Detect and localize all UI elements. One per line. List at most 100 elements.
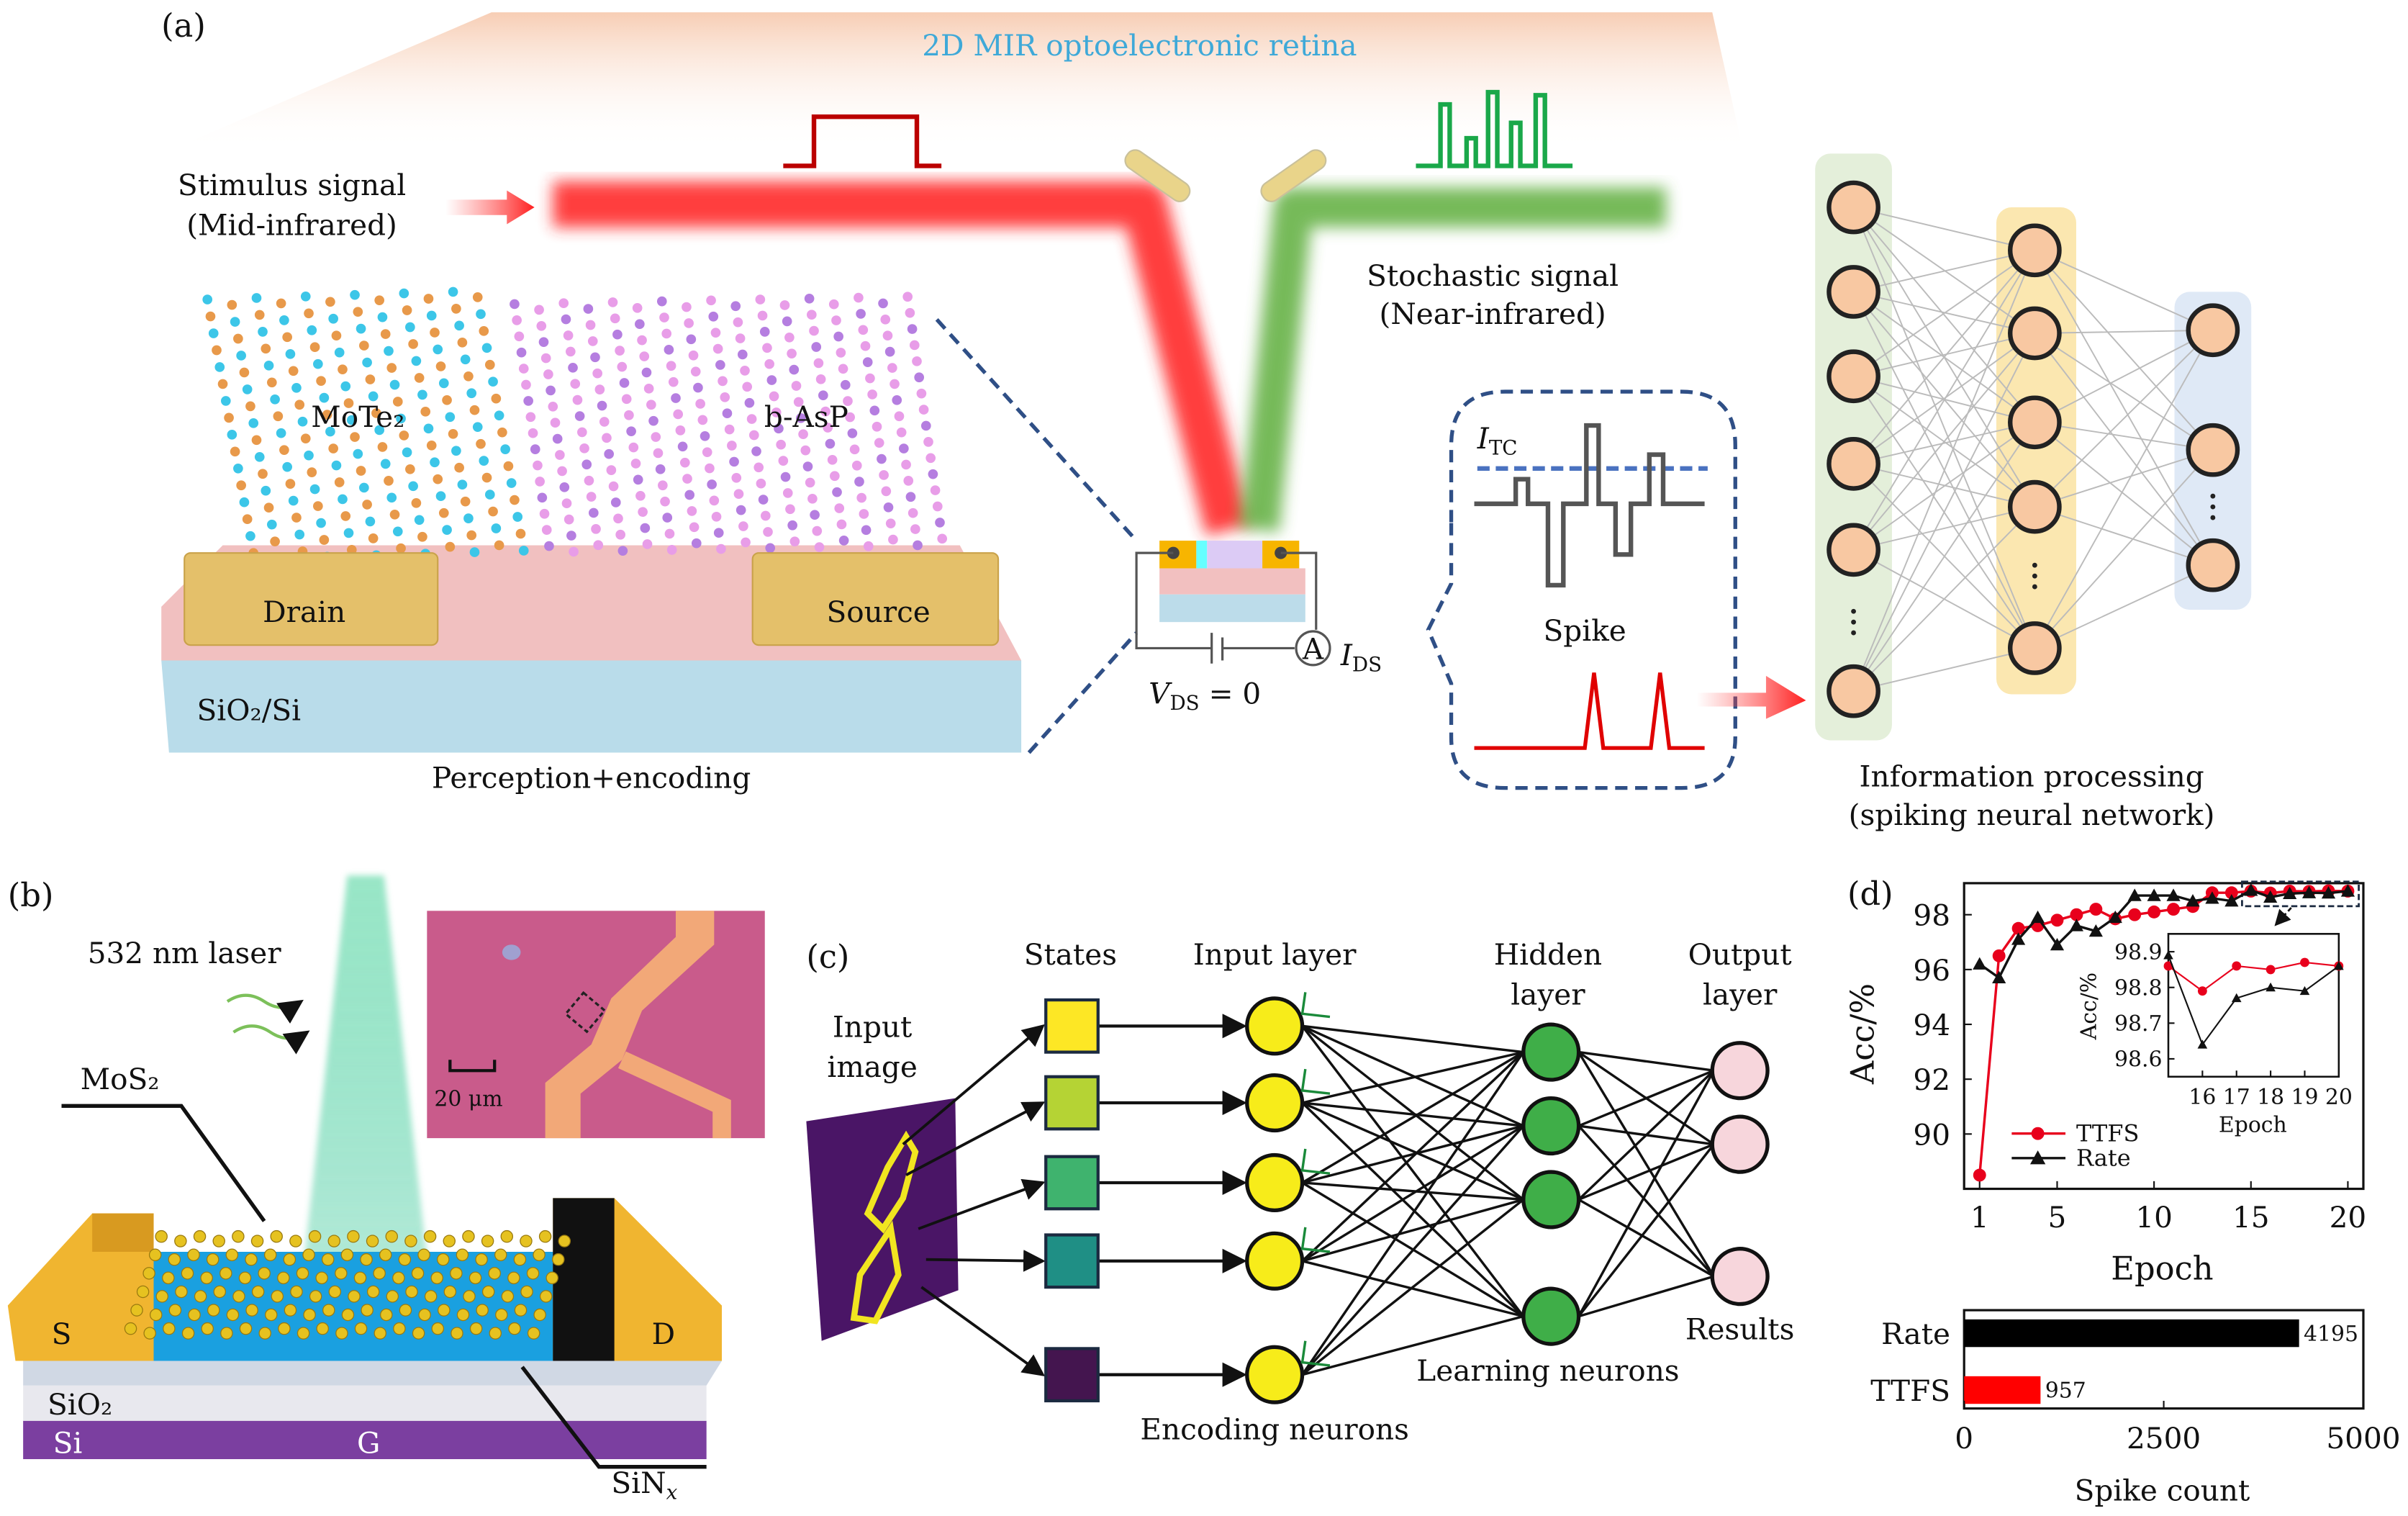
atom	[586, 492, 597, 502]
atom	[559, 482, 570, 492]
atom	[813, 358, 824, 369]
panel-label-a: (a)	[161, 6, 206, 45]
atom	[810, 510, 820, 520]
atom	[590, 352, 600, 363]
atom	[271, 1290, 284, 1303]
atom	[279, 445, 289, 456]
atom	[366, 1285, 380, 1299]
atom	[742, 382, 753, 392]
atom	[265, 1308, 278, 1322]
vds-label: VDS = 0	[1149, 676, 1261, 715]
atom	[684, 489, 695, 500]
atom	[574, 411, 585, 421]
atom	[242, 514, 253, 525]
synapse-line	[1852, 250, 2036, 692]
rate-point	[2127, 888, 2142, 901]
atom	[426, 440, 437, 451]
atom	[552, 433, 563, 444]
atom	[443, 1235, 456, 1247]
atom	[856, 492, 867, 503]
atom	[396, 413, 406, 424]
atom	[359, 340, 369, 351]
atom	[484, 359, 495, 370]
rate-point	[1992, 970, 2006, 983]
atom	[568, 362, 578, 373]
atom	[420, 407, 431, 417]
atom	[546, 1271, 558, 1285]
atom	[251, 293, 262, 303]
atom	[481, 1285, 495, 1299]
rate-point	[1973, 957, 1987, 970]
stimulus-sublabel: (Mid-infrared)	[186, 207, 397, 242]
atom	[805, 477, 815, 488]
atom	[494, 410, 504, 421]
atom	[720, 392, 730, 402]
atom	[637, 335, 647, 346]
atom	[818, 390, 828, 401]
atom	[205, 311, 216, 322]
atom	[417, 1248, 430, 1262]
atom	[392, 526, 403, 537]
laser-wave-icon	[226, 993, 304, 1024]
atom	[581, 459, 592, 470]
atom	[373, 1267, 386, 1280]
mote2-label: MoTe₂	[311, 400, 404, 434]
atom	[494, 1248, 507, 1262]
atom	[712, 343, 723, 354]
atom	[843, 396, 853, 406]
atom	[639, 351, 650, 361]
rate-point	[2321, 886, 2336, 899]
atom	[469, 1322, 483, 1335]
atom	[356, 323, 366, 334]
synapse-line	[1852, 250, 2036, 465]
atom	[430, 1271, 443, 1285]
spike-train	[1474, 672, 1705, 750]
panel-b: (b) 532 nm laser 20 μm MoS₂ S	[7, 875, 765, 1504]
atom	[288, 495, 299, 506]
atom	[162, 1271, 175, 1285]
atom	[405, 464, 415, 474]
synapse-line	[1853, 250, 2035, 377]
connection-line	[1301, 1025, 1525, 1317]
atom	[212, 345, 222, 356]
bar-category-ttfs: TTFS	[1870, 1373, 1950, 1408]
atom	[881, 486, 892, 497]
atom	[659, 312, 669, 322]
connection-line	[1301, 1024, 1524, 1201]
atom	[776, 439, 786, 450]
atom	[778, 456, 789, 466]
atom	[460, 354, 471, 365]
atom	[379, 1248, 392, 1262]
atom	[550, 418, 561, 428]
atom	[643, 384, 654, 394]
atom	[514, 1304, 528, 1317]
atom	[491, 393, 502, 404]
atom	[402, 447, 412, 458]
atom	[350, 432, 360, 442]
atom	[396, 543, 406, 554]
atom	[769, 391, 779, 402]
drain-electrode	[184, 552, 439, 646]
atom	[380, 459, 391, 469]
atom	[869, 405, 880, 416]
atom	[563, 330, 574, 340]
atom	[448, 428, 458, 439]
atom	[860, 340, 871, 351]
atom	[328, 1285, 342, 1299]
atom	[334, 477, 345, 487]
atom	[604, 448, 615, 459]
atom	[617, 546, 628, 556]
atom	[814, 542, 825, 552]
atom	[679, 457, 690, 468]
atom	[510, 495, 520, 505]
atom	[661, 328, 672, 339]
atom	[353, 307, 363, 317]
ellipsis-dot	[1851, 630, 1856, 636]
gate-label: G	[357, 1426, 380, 1461]
atom	[540, 353, 551, 364]
atom	[858, 325, 869, 335]
atom	[845, 412, 856, 423]
atom	[136, 1285, 150, 1299]
results-label: Results	[1685, 1312, 1794, 1347]
